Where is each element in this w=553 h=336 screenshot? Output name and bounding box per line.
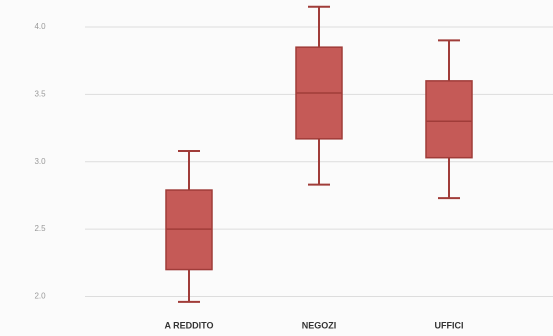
y-tick-label: 3.0 (34, 157, 46, 166)
x-tick-label: A REDDITO (164, 320, 213, 330)
y-tick-label: 4.0 (34, 22, 46, 31)
y-tick-label: 3.5 (34, 89, 46, 98)
box (425, 80, 473, 159)
x-tick-label: NEGOZI (302, 320, 337, 330)
y-tick-label: 2.0 (34, 292, 46, 301)
x-tick-label: UFFICI (435, 320, 464, 330)
y-tick-label: 2.5 (34, 224, 46, 233)
